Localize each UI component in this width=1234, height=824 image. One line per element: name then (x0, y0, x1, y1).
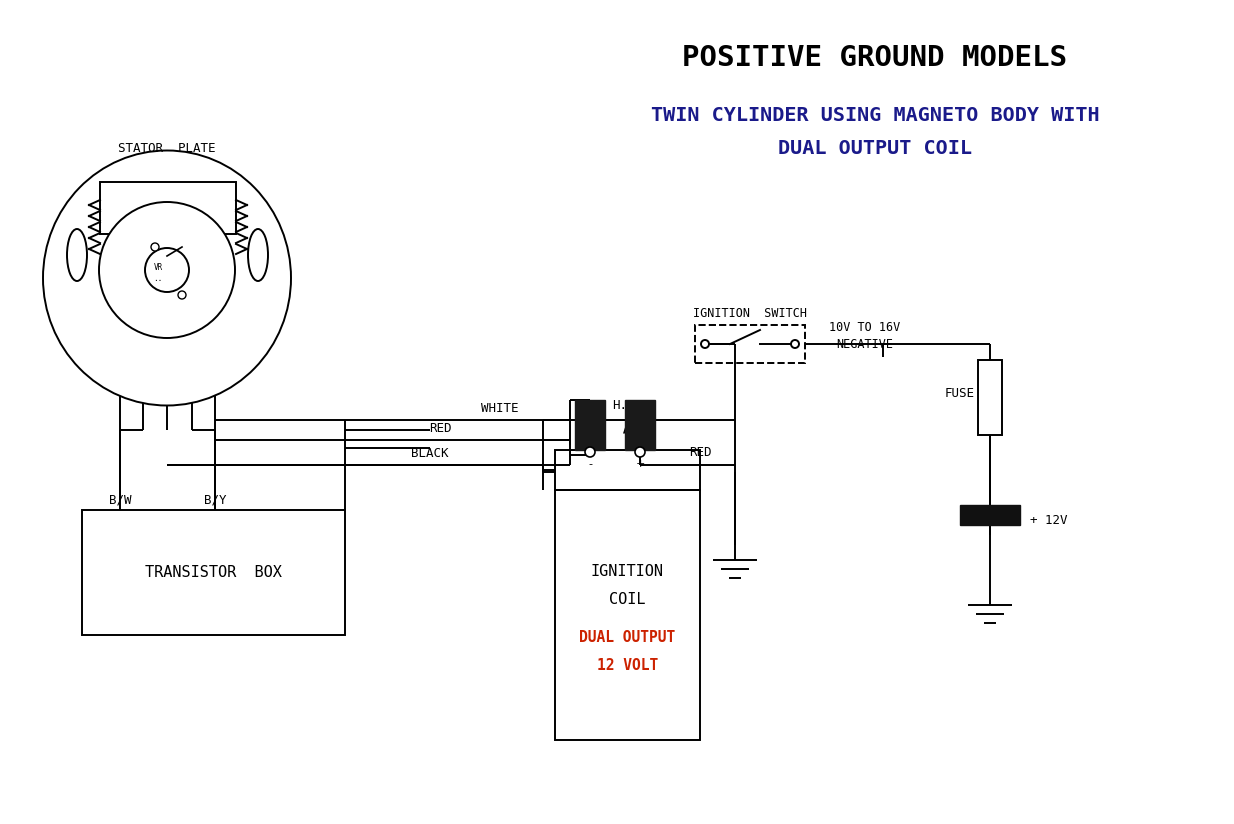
Text: TRANSISTOR  BOX: TRANSISTOR BOX (146, 565, 281, 580)
Text: B/W: B/W (109, 494, 131, 507)
Text: NEGATIVE: NEGATIVE (837, 338, 893, 350)
Text: +: + (636, 459, 644, 469)
Bar (555, 490, 700, 740)
Text: DUAL OUTPUT COIL: DUAL OUTPUT COIL (777, 138, 972, 157)
Text: TWIN CYLINDER USING MAGNETO BODY WITH: TWIN CYLINDER USING MAGNETO BODY WITH (650, 105, 1099, 124)
Circle shape (701, 340, 710, 348)
Text: + 12V: + 12V (1030, 513, 1067, 527)
Text: B/Y: B/Y (204, 494, 226, 507)
Text: RED: RED (428, 422, 452, 434)
Text: STATOR  PLATE: STATOR PLATE (118, 142, 216, 155)
Text: COIL: COIL (610, 592, 645, 607)
Text: H.T.: H.T. (612, 399, 643, 411)
Text: FUSE: FUSE (945, 386, 975, 400)
Text: VR
..: VR .. (153, 264, 163, 283)
Ellipse shape (43, 151, 291, 405)
Text: RED: RED (689, 446, 711, 458)
Circle shape (585, 447, 595, 457)
Text: BLACK: BLACK (411, 447, 449, 460)
Text: IGNITION: IGNITION (591, 564, 664, 579)
Circle shape (178, 291, 186, 299)
Bar (575, 400, 605, 450)
Bar (81, 510, 346, 635)
Circle shape (636, 447, 645, 457)
Bar (979, 360, 1002, 435)
Text: DUAL OUTPUT: DUAL OUTPUT (580, 630, 676, 645)
Text: WHITE: WHITE (481, 401, 518, 414)
Text: -: - (587, 459, 592, 469)
Circle shape (146, 248, 189, 292)
Text: 10V TO 16V: 10V TO 16V (829, 321, 901, 334)
Circle shape (791, 340, 798, 348)
Circle shape (99, 202, 234, 338)
Bar (960, 505, 1021, 525)
Bar (695, 325, 805, 363)
Bar (624, 400, 655, 450)
Text: 12 VOLT: 12 VOLT (597, 658, 658, 672)
Ellipse shape (248, 229, 268, 281)
Circle shape (151, 243, 159, 251)
Text: /: / (623, 415, 632, 435)
Text: POSITIVE GROUND MODELS: POSITIVE GROUND MODELS (682, 44, 1067, 72)
Bar (100, 182, 236, 234)
Text: IGNITION  SWITCH: IGNITION SWITCH (694, 307, 807, 320)
Bar (555, 450, 700, 490)
Ellipse shape (67, 229, 88, 281)
